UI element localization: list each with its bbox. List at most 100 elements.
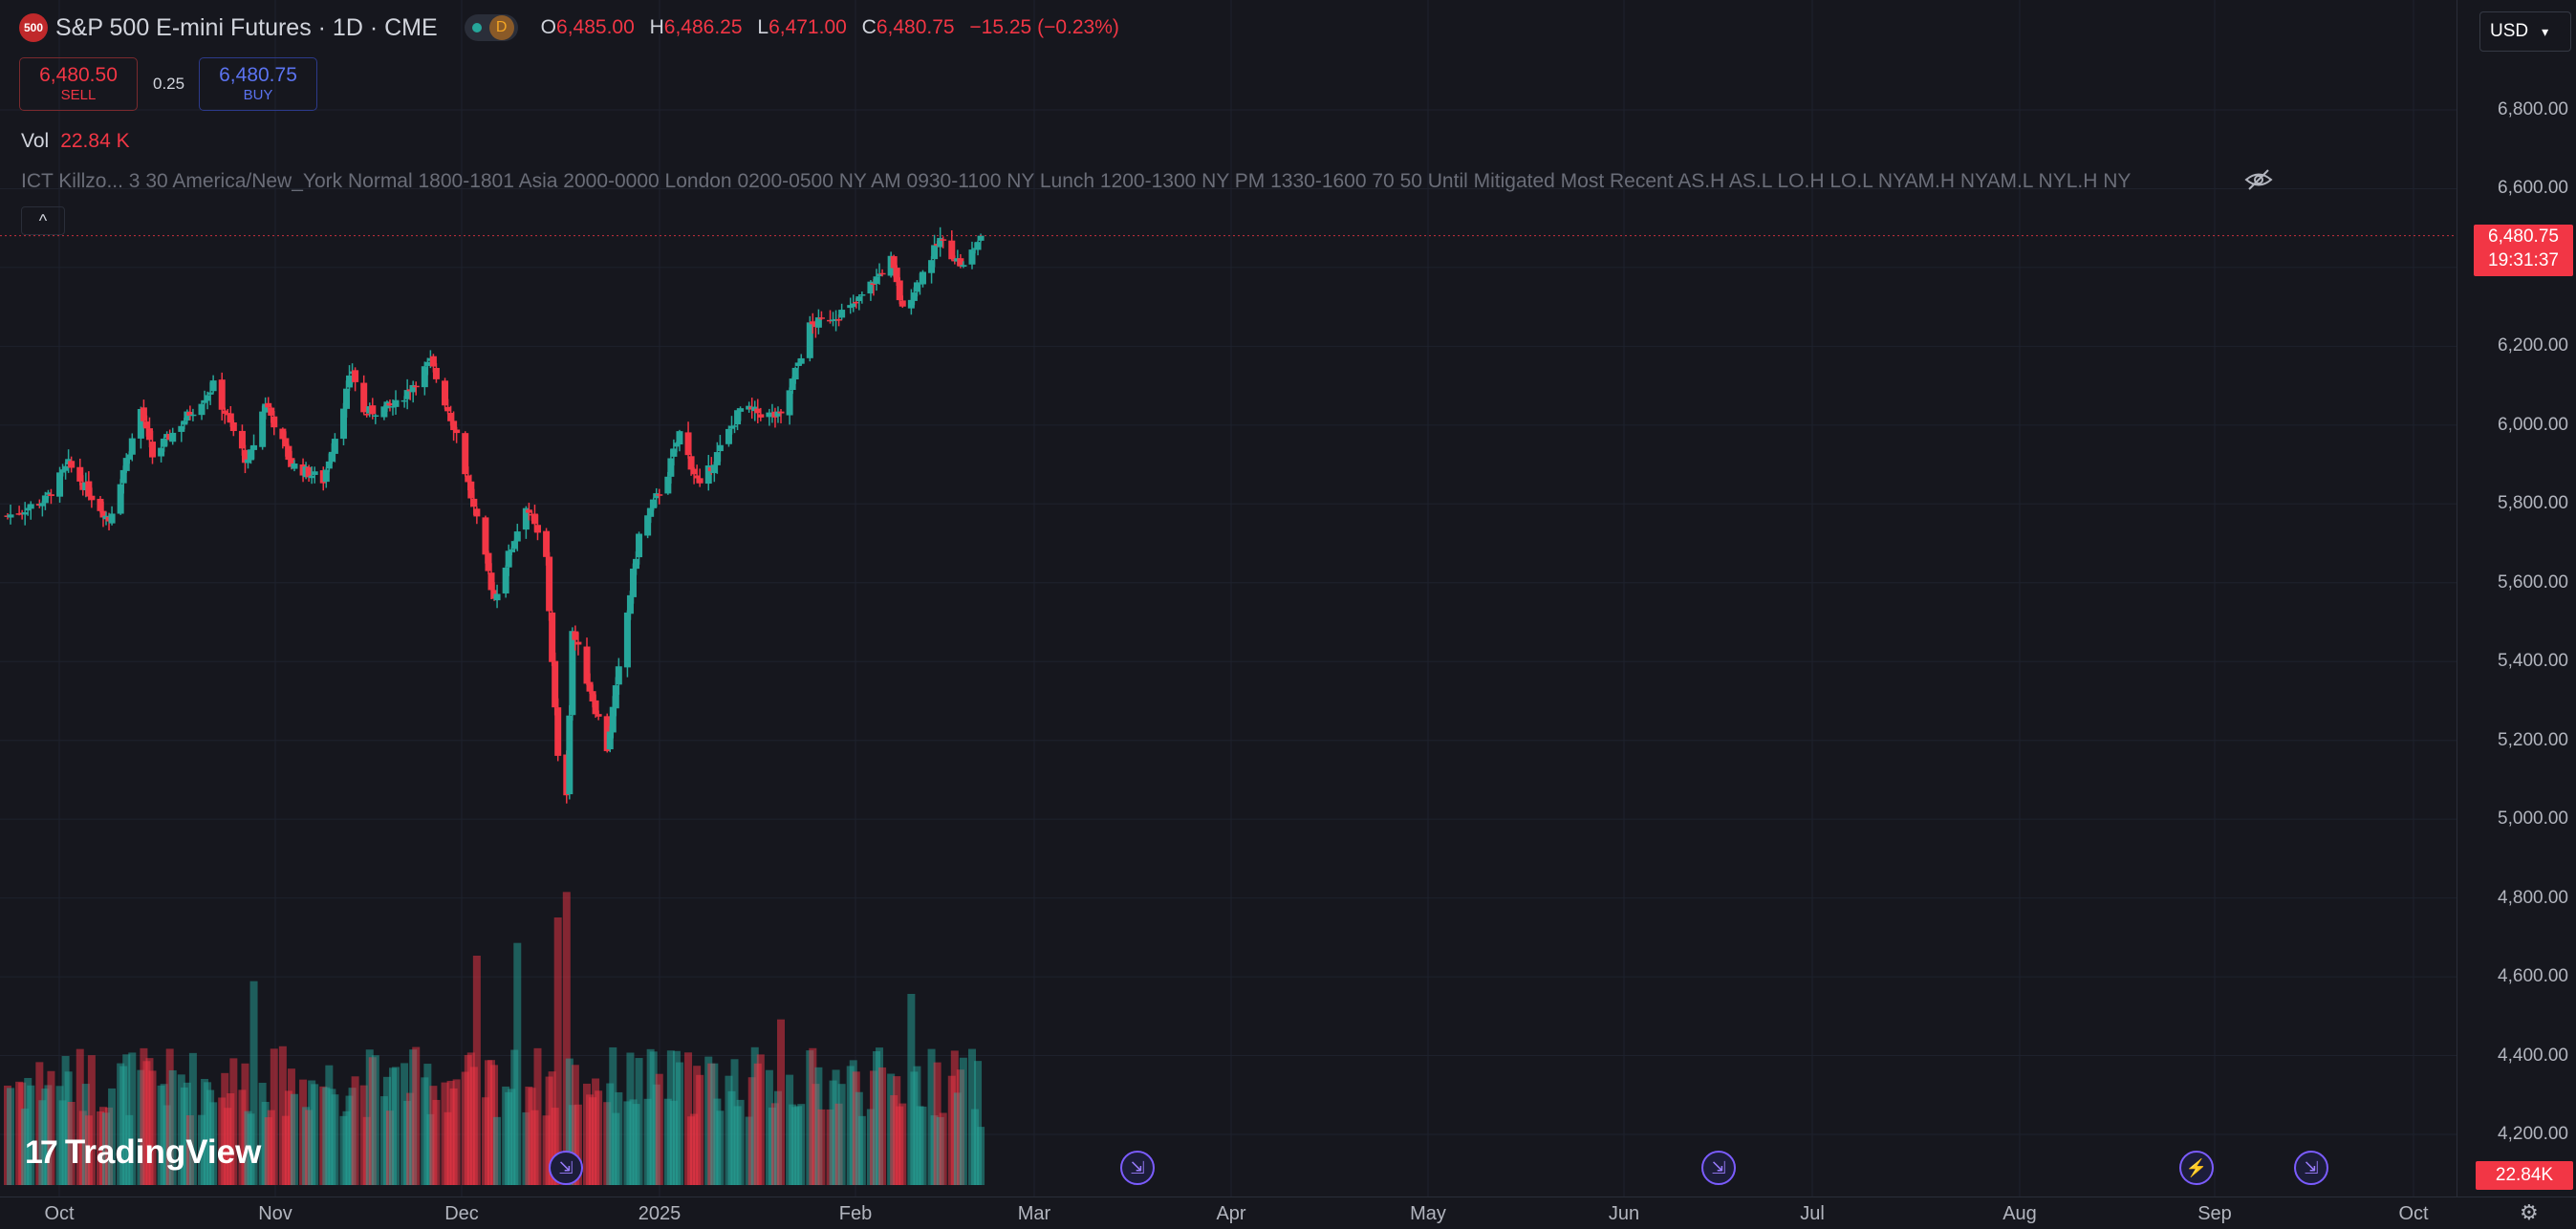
candle-body: [728, 425, 735, 429]
candle-body: [791, 367, 799, 380]
candle-body: [890, 256, 898, 269]
volume-bar: [290, 1093, 298, 1185]
economic-event-icon[interactable]: ⇲: [2294, 1151, 2328, 1185]
economic-event-icon[interactable]: ⇲: [549, 1151, 583, 1185]
volume-bar: [270, 1048, 278, 1185]
candle-body: [369, 405, 377, 415]
price-tick-label: 4,200.00: [2498, 1124, 2568, 1144]
collapse-legend-button[interactable]: ^: [21, 206, 65, 235]
candle-body: [238, 430, 246, 449]
candle-body: [870, 283, 877, 285]
volume-bar: [472, 956, 481, 1185]
candle-body: [189, 414, 197, 417]
buy-button[interactable]: 6,480.75 BUY: [199, 57, 317, 111]
candle-body: [400, 399, 408, 402]
candle-body: [586, 681, 594, 692]
candle-body: [595, 714, 602, 717]
candle-body: [612, 685, 619, 709]
candle-body: [615, 666, 622, 685]
candle-body: [502, 567, 509, 593]
tradingview-logo[interactable]: 17 TradingView: [25, 1133, 261, 1172]
candle-body: [606, 731, 614, 750]
volume-bar: [331, 1094, 339, 1185]
candle-body: [339, 408, 347, 440]
time-tick-label: Jul: [1800, 1203, 1825, 1224]
price-tick-label: 5,000.00: [2498, 809, 2568, 830]
candle-body: [473, 508, 481, 517]
candle-body: [68, 461, 76, 468]
candle-body: [97, 498, 104, 511]
candle-body: [806, 322, 813, 358]
candle-body: [522, 507, 530, 530]
candle-body: [44, 492, 52, 495]
hidden-eye-icon[interactable]: [2244, 168, 2273, 191]
candle-body: [99, 510, 107, 518]
volume-bar: [27, 1085, 35, 1185]
volume-label: Vol: [21, 130, 50, 152]
candle-body: [670, 448, 678, 457]
candle-body: [777, 411, 785, 414]
candle-body: [145, 428, 153, 441]
candle-body: [47, 494, 54, 496]
low-label: L: [757, 16, 769, 38]
candle-body: [549, 612, 556, 662]
candle-body: [505, 550, 512, 568]
candle-body: [467, 481, 475, 499]
economic-event-icon[interactable]: ⇲: [1120, 1151, 1155, 1185]
volume-bar: [797, 1104, 806, 1185]
candle-body: [710, 464, 718, 474]
time-tick-label: Feb: [838, 1203, 873, 1224]
volume-bar: [655, 1073, 663, 1185]
candle-body: [453, 429, 461, 434]
open-label: O: [540, 16, 557, 38]
chart-pane[interactable]: [0, 0, 2457, 1197]
time-axis[interactable]: Oct Nov Dec 2025 Feb Mar Apr May Jun Jul Aug Sep Oct: [0, 1197, 2576, 1229]
candle-body: [525, 509, 532, 513]
candle-body: [974, 242, 982, 250]
close-value: 6,480.75: [876, 16, 955, 38]
candle-body: [609, 706, 617, 733]
lightning-event-icon[interactable]: ⚡: [2179, 1151, 2214, 1185]
volume-bar: [412, 1046, 421, 1185]
candle-body: [227, 413, 234, 423]
price-tick-label: 4,600.00: [2498, 966, 2568, 987]
candle-body: [907, 299, 915, 309]
candle-body: [589, 691, 596, 702]
volume-bar: [493, 1116, 502, 1185]
currency-select[interactable]: USD ▾: [2479, 11, 2571, 52]
candle-body: [282, 438, 290, 447]
economic-event-icon[interactable]: ⇲: [1701, 1151, 1736, 1185]
price-tick-label: 6,800.00: [2498, 99, 2568, 119]
candle-body: [835, 319, 843, 321]
sell-button[interactable]: 6,480.50 SELL: [19, 57, 138, 111]
candle-body: [960, 265, 967, 268]
candle-body: [363, 414, 371, 416]
candle-body: [704, 465, 712, 485]
candle-body: [867, 281, 875, 294]
candle-body: [693, 475, 701, 479]
candle-body: [873, 276, 880, 284]
indicator-legend[interactable]: ICT Killzo... 3 30 America/New_York Norm…: [21, 170, 2132, 192]
volume-legend[interactable]: Vol 22.84 K: [21, 130, 130, 153]
symbol-logo-icon[interactable]: 500: [19, 13, 48, 42]
price-tick-label: 6,000.00: [2498, 414, 2568, 435]
buy-label: BUY: [243, 87, 273, 103]
candle-body: [737, 408, 745, 412]
candle-body: [244, 459, 251, 464]
chart-header: 500 S&P 500 E-mini Futures · 1D · CME D …: [19, 13, 1129, 42]
candle-body: [265, 402, 272, 408]
candle-body: [204, 395, 211, 401]
volume-bar: [696, 1074, 704, 1185]
candle-body: [470, 498, 478, 507]
candle-body: [809, 321, 816, 325]
candle-body: [444, 406, 452, 412]
market-status[interactable]: D: [464, 14, 518, 41]
candle-body: [910, 292, 918, 301]
candle-body: [279, 428, 287, 440]
settings-gear-icon[interactable]: ⚙: [2520, 1200, 2539, 1224]
price-axis[interactable]: 6,800.006,600.006,400.006,200.006,000.00…: [2457, 0, 2576, 1197]
candle-body: [462, 433, 469, 475]
data-delay-badge[interactable]: D: [488, 15, 514, 40]
price-chart[interactable]: [0, 0, 2457, 1197]
symbol-title[interactable]: S&P 500 E-mini Futures · 1D · CME: [55, 13, 438, 41]
